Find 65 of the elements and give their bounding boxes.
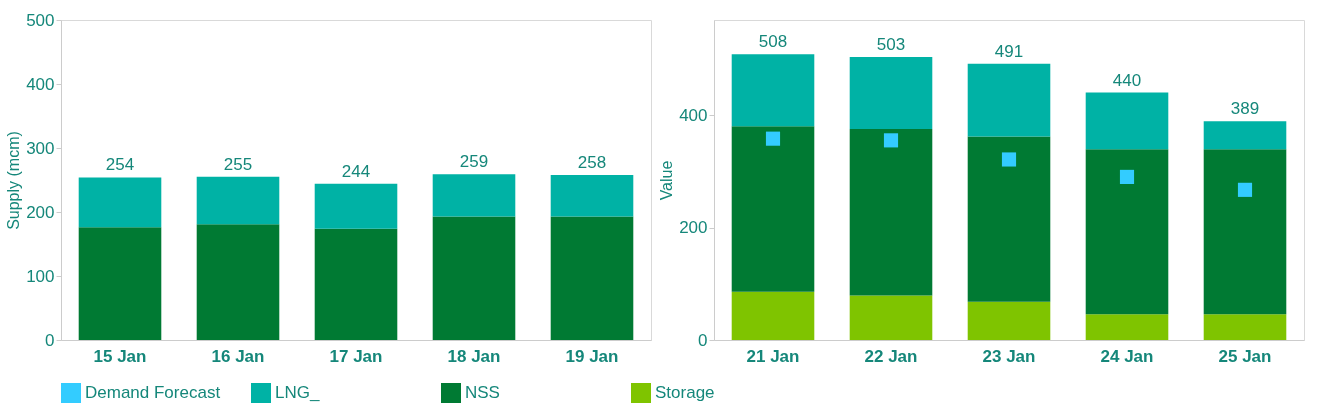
point: [1237, 182, 1253, 197]
total-label: 508: [758, 32, 788, 52]
total-label: 254: [105, 155, 135, 175]
y-tick-label: 400: [26, 74, 55, 94]
bar: [967, 63, 1051, 137]
x-tick-label: 19 Jan: [565, 346, 619, 366]
point: [765, 131, 781, 146]
bar: [78, 177, 162, 228]
bar: [1085, 149, 1169, 315]
x-tick-label: 24 Jan: [1100, 346, 1154, 366]
x-tick-label: 21 Jan: [746, 346, 800, 366]
y-tick-label: 300: [26, 138, 55, 158]
bar: [1203, 149, 1287, 315]
bar: [849, 129, 933, 296]
bar: [731, 291, 815, 340]
x-tick-label: 22 Jan: [864, 346, 918, 366]
x-tick-label: 16 Jan: [211, 346, 265, 366]
legend-label: Storage: [655, 383, 715, 402]
bar: [967, 301, 1051, 340]
bar: [196, 224, 280, 340]
total-label: 503: [876, 35, 906, 55]
x-tick-label: 18 Jan: [447, 346, 501, 366]
y-axis-title: Value: [658, 160, 676, 201]
point: [1001, 152, 1017, 167]
y-tick-label: 0: [45, 330, 55, 350]
y-axis-title: Supply (mcm): [5, 131, 23, 230]
bar: [731, 126, 815, 292]
legend-label: Demand Forecast: [85, 383, 221, 402]
bar: [1203, 314, 1287, 340]
bar: [314, 228, 398, 340]
bar: [432, 216, 516, 340]
bar: [196, 176, 280, 225]
bar: [314, 183, 398, 229]
bar: [967, 136, 1051, 302]
x-tick-label: 17 Jan: [329, 346, 383, 366]
bar: [849, 295, 933, 340]
bar: [432, 174, 516, 217]
y-tick-label: 200: [26, 202, 55, 222]
bar: [731, 54, 815, 127]
total-label: 244: [341, 161, 371, 181]
bar: [1085, 92, 1169, 150]
total-label: 258: [577, 152, 607, 172]
bar: [550, 216, 634, 340]
bar: [1203, 121, 1287, 150]
y-tick-label: 400: [679, 105, 708, 125]
point: [1119, 169, 1135, 184]
bar: [1085, 314, 1169, 340]
total-label: 259: [459, 152, 489, 172]
bar: [78, 227, 162, 340]
total-label: 255: [223, 154, 253, 174]
x-tick-label: 23 Jan: [982, 346, 1036, 366]
total-label: 491: [994, 41, 1024, 61]
legend-label: LNG_: [275, 383, 320, 402]
y-tick-label: 200: [679, 218, 708, 238]
total-label: 440: [1112, 70, 1142, 90]
y-tick-label: 500: [26, 10, 55, 30]
point: [883, 133, 899, 148]
total-label: 389: [1230, 99, 1260, 119]
bar: [550, 174, 634, 217]
x-tick-label: 25 Jan: [1218, 346, 1272, 366]
y-tick-label: 0: [698, 330, 708, 350]
x-tick-label: 15 Jan: [93, 346, 147, 366]
bar: [849, 57, 933, 130]
y-tick-label: 100: [26, 266, 55, 286]
legend-label: NSS: [465, 383, 500, 402]
